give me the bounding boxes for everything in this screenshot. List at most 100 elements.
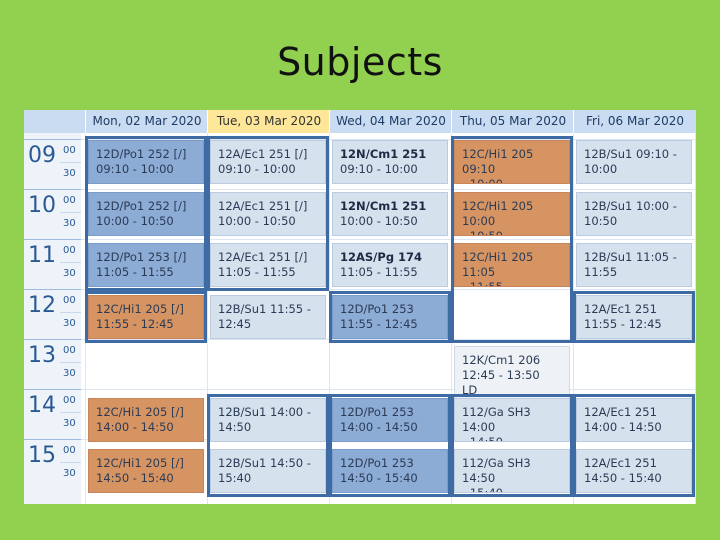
- hour-minutes: 00: [63, 395, 76, 406]
- column-divider: [695, 133, 696, 504]
- day-header-4[interactable]: Fri, 06 Mar 2020: [573, 110, 696, 133]
- calendar-event[interactable]: 12B/Su1 14:50 -15:40: [210, 449, 326, 493]
- event-title: 12C/Hi1 205 09:10: [462, 147, 534, 176]
- event-detail: LD: [462, 383, 478, 397]
- event-title: 12C/Hi1 205 [/]: [96, 404, 184, 419]
- calendar-event[interactable]: 12N/Cm1 251 10:00 - 10:50: [332, 191, 448, 236]
- calendar-event[interactable]: 12B/Su1 11:05 -11:55: [576, 243, 692, 287]
- event-detail: - 14:50: [462, 434, 503, 442]
- hour-minutes: 00: [63, 345, 76, 356]
- calendar-event[interactable]: 12B/Su1 09:10 -10:00: [576, 140, 692, 184]
- event-detail: 11:55 - 12:45: [340, 316, 418, 331]
- column-divider: [207, 133, 208, 504]
- hour-grid-line: [81, 339, 696, 340]
- calendar-event[interactable]: 12D/Po1 253 14:00 - 14:50: [332, 397, 448, 442]
- event-detail: 11:55: [584, 265, 618, 279]
- day-header-1[interactable]: Tue, 03 Mar 2020: [207, 110, 330, 133]
- hour-number: 11: [28, 243, 56, 268]
- event-detail: 12:45 - 13:50: [462, 368, 540, 382]
- event-detail: 14:00 - 14:50: [584, 419, 662, 434]
- event-detail: 10:00 - 10:50: [218, 213, 296, 228]
- hour-number: 13: [28, 343, 56, 368]
- calendar-event[interactable]: 12A/Ec1 251 [/] 09:10 - 10:00: [210, 140, 326, 184]
- event-title: 12B/Su1 10:00 -: [584, 198, 677, 213]
- hour-grid-line: [81, 289, 696, 290]
- event-detail: 14:50 - 15:40: [584, 471, 662, 485]
- event-detail: 09:10 - 10:00: [218, 162, 296, 176]
- calendar-event[interactable]: 12K/Cm1 206 12:45 - 13:50 LD: [454, 346, 570, 404]
- event-detail: 11:55 - 12:45: [96, 316, 174, 331]
- calendar-event[interactable]: 12A/Ec1 251 14:00 - 14:50: [576, 397, 692, 442]
- calendar-event[interactable]: 12C/Hi1 205 [/] 11:55 - 12:45: [88, 294, 204, 339]
- event-title: 12D/Po1 253: [340, 301, 414, 316]
- event-title: 12D/Po1 253: [340, 404, 414, 419]
- hour-number: 12: [28, 293, 56, 318]
- calendar-event[interactable]: 112/Ga SH3 14:50- 15:40: [454, 449, 570, 493]
- event-title: 12B/Su1 11:55 -: [218, 301, 311, 316]
- calendar-event[interactable]: 12D/Po1 253 14:50 - 15:40: [332, 449, 448, 493]
- day-header-0[interactable]: Mon, 02 Mar 2020: [85, 110, 208, 133]
- event-title: 12B/Su1 11:05 -: [584, 250, 677, 264]
- calendar-event[interactable]: 12C/Hi1 205 [/] 14:00 - 14:50: [88, 397, 204, 442]
- hour-label-13: 13 00 30: [24, 339, 81, 384]
- event-detail: 10:00 - 10:50: [340, 213, 418, 228]
- hour-label-15: 15 00 30: [24, 439, 81, 484]
- day-header-2[interactable]: Wed, 04 Mar 2020: [329, 110, 452, 133]
- hour-number: 09: [28, 143, 56, 168]
- event-detail: - 15:40: [462, 486, 503, 493]
- calendar-event[interactable]: 12AS/Pg 174 11:05 - 11:55: [332, 243, 448, 287]
- event-title: 12C/Hi1 205 10:00: [462, 198, 534, 228]
- hour-grid-line: [81, 139, 696, 140]
- event-title: 12N/Cm1 251: [340, 198, 427, 213]
- calendar-event[interactable]: 12D/Po1 253 [/] 11:05 - 11:55: [88, 243, 204, 287]
- half-hour-tick: [60, 262, 81, 263]
- event-detail: 14:50 - 15:40: [96, 471, 174, 485]
- event-title: 12A/Ec1 251 [/]: [218, 250, 308, 264]
- event-title: 12AS/Pg 174: [340, 250, 423, 264]
- calendar-event[interactable]: 112/Ga SH3 14:00- 14:50: [454, 397, 570, 442]
- half-hour-minutes: 30: [63, 218, 76, 229]
- event-detail: - 10:50: [462, 228, 503, 236]
- calendar-event[interactable]: 12C/Hi1 205 09:10- 10:00: [454, 140, 570, 184]
- event-title: 12C/Hi1 205 [/]: [96, 456, 184, 470]
- half-hour-minutes: 30: [63, 168, 76, 179]
- event-title: 112/Ga SH3 14:00: [462, 404, 531, 434]
- calendar-event[interactable]: 12A/Ec1 251 14:50 - 15:40: [576, 449, 692, 493]
- calendar-event[interactable]: 12D/Po1 252 [/] 09:10 - 10:00: [88, 140, 204, 184]
- calendar-event[interactable]: 12D/Po1 253 11:55 - 12:45: [332, 294, 448, 339]
- event-detail: - 10:00: [462, 177, 503, 184]
- event-detail: 11:05 - 11:55: [340, 265, 418, 279]
- event-detail: 10:00 - 10:50: [96, 213, 174, 228]
- event-title: 12D/Po1 253 [/]: [96, 250, 187, 264]
- half-hour-tick: [60, 462, 81, 463]
- event-detail: 14:50: [218, 419, 252, 434]
- calendar-event[interactable]: 12A/Ec1 251 [/] 10:00 - 10:50: [210, 191, 326, 236]
- calendar-event[interactable]: 12A/Ec1 251 [/] 11:05 - 11:55: [210, 243, 326, 287]
- calendar-event[interactable]: 12B/Su1 14:00 -14:50: [210, 397, 326, 442]
- calendar-event[interactable]: 12D/Po1 252 [/] 10:00 - 10:50: [88, 191, 204, 236]
- hour-grid-line: [81, 389, 696, 390]
- calendar-event[interactable]: 12N/Cm1 251 09:10 - 10:00: [332, 140, 448, 184]
- hour-label-09: 09 00 30: [24, 139, 81, 184]
- half-hour-minutes: 30: [63, 268, 76, 279]
- calendar-event[interactable]: 12A/Ec1 251 11:55 - 12:45: [576, 294, 692, 339]
- calendar-event[interactable]: 12C/Hi1 205 11:05- 11:55: [454, 243, 570, 287]
- calendar-event[interactable]: 12C/Hi1 205 10:00- 10:50: [454, 191, 570, 236]
- event-detail: 11:55 - 12:45: [584, 316, 662, 331]
- event-detail: 11:05 - 11:55: [218, 265, 296, 279]
- event-detail: 09:10 - 10:00: [340, 162, 418, 176]
- half-hour-tick: [60, 312, 81, 313]
- calendar-event[interactable]: 12B/Su1 10:00 -10:50: [576, 191, 692, 236]
- event-title: 12A/Ec1 251 [/]: [218, 147, 308, 161]
- week-calendar: 09 00 30 10 00 30 11 00 30 12 00 30 13 00 30 14 00 30 15 00…: [24, 110, 696, 504]
- day-header-3[interactable]: Thu, 05 Mar 2020: [451, 110, 574, 133]
- event-title: 12A/Ec1 251: [584, 301, 657, 316]
- event-title: 12N/Cm1 251: [340, 147, 427, 161]
- calendar-event[interactable]: 12C/Hi1 205 [/] 14:50 - 15:40: [88, 449, 204, 493]
- event-detail: 14:00 - 14:50: [96, 419, 174, 434]
- half-hour-minutes: 30: [63, 418, 76, 429]
- hour-number: 10: [28, 193, 56, 218]
- event-detail: 12:45: [218, 316, 252, 331]
- event-title: 112/Ga SH3 14:50: [462, 456, 531, 485]
- calendar-event[interactable]: 12B/Su1 11:55 -12:45: [210, 294, 326, 339]
